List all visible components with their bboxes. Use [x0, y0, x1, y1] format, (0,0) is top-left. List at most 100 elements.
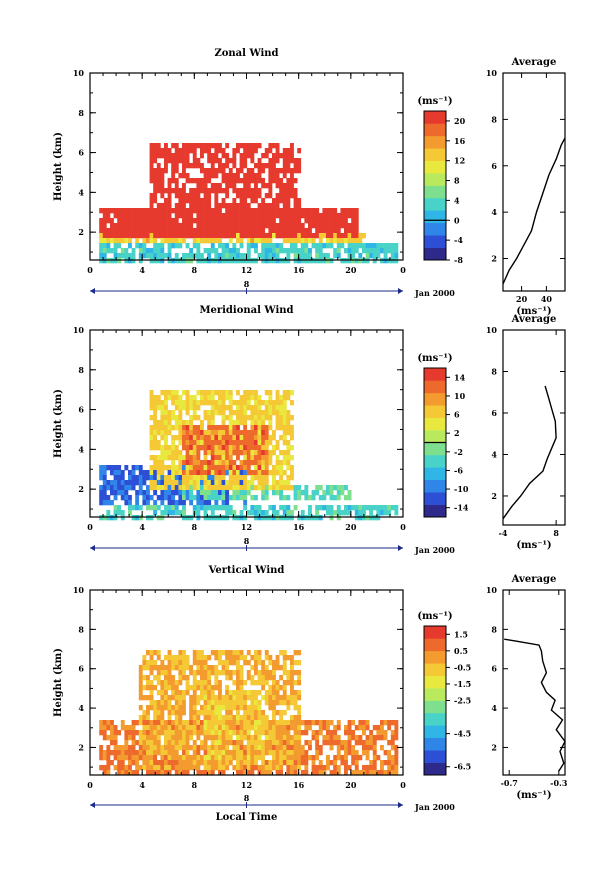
heatmap-cell [340, 238, 345, 244]
average-title: Average [511, 57, 557, 68]
heatmap-cell [99, 720, 104, 726]
heatmap-cell [135, 750, 140, 756]
average-x-tick-label: -0.3 [550, 778, 568, 788]
heatmap-cell [232, 203, 237, 209]
heatmap-cell [178, 410, 183, 416]
heatmap-cell [138, 665, 143, 671]
heatmap-cell [225, 153, 230, 159]
heatmap-cell [239, 243, 244, 249]
heatmap-cell [196, 455, 201, 461]
heatmap-cell [261, 680, 266, 686]
heatmap-cell [146, 213, 150, 219]
heatmap-cell [239, 670, 244, 676]
heatmap-cell [275, 168, 280, 174]
heatmap-cell [358, 770, 363, 776]
heatmap-cell [387, 755, 392, 761]
heatmap-cell [297, 148, 302, 154]
heatmap-cell [225, 495, 230, 501]
heatmap-cell [153, 710, 158, 716]
heatmap-cell [214, 203, 219, 209]
heatmap-cell [167, 770, 172, 776]
heatmap-cell [153, 505, 158, 511]
heatmap-cell [243, 430, 248, 436]
heatmap-cell [257, 405, 262, 411]
heatmap-cell [117, 238, 122, 244]
heatmap-cell [239, 153, 244, 159]
heatmap-cell [138, 505, 143, 511]
heatmap-cell [225, 685, 230, 691]
heatmap-cell [138, 248, 143, 254]
y-tick-label: 4 [78, 444, 84, 454]
heatmap-cell [250, 440, 255, 446]
heatmap-cell [200, 500, 204, 506]
heatmap-cell [153, 665, 158, 671]
heatmap-cell [221, 435, 226, 441]
heatmap-cell [236, 740, 240, 746]
heatmap-cell [236, 188, 240, 194]
heatmap-cell [167, 755, 172, 761]
heatmap-cell [185, 218, 190, 224]
heatmap-cell [167, 253, 172, 259]
heatmap-cell [329, 760, 334, 766]
heatmap-cell [336, 253, 341, 259]
heatmap-cell [261, 490, 266, 496]
colorbar-segment [424, 737, 446, 751]
heatmap-cell [131, 485, 136, 491]
heatmap-cell [232, 148, 237, 154]
heatmap-cell [221, 445, 226, 451]
heatmap-cell [99, 233, 104, 239]
heatmap-cell [390, 770, 395, 776]
heatmap-cell [113, 258, 118, 264]
heatmap-cell [286, 258, 291, 264]
heatmap-cell [243, 445, 248, 451]
heatmap-cell [174, 213, 179, 219]
heatmap-cell [110, 485, 114, 491]
heatmap-cell [110, 208, 114, 214]
heatmap-cell [174, 178, 179, 184]
heatmap-cell [315, 223, 320, 229]
heatmap-cell [221, 460, 226, 466]
heatmap-cell [160, 228, 165, 234]
heatmap-cell [286, 218, 291, 224]
heatmap-cell [279, 213, 284, 219]
heatmap-cell [243, 390, 248, 396]
heatmap-cell [290, 193, 294, 199]
heatmap-cell [228, 750, 233, 756]
heatmap-cell [164, 735, 168, 741]
heatmap-cell [149, 218, 154, 224]
heatmap-cell [138, 213, 143, 219]
heatmap-cell [261, 238, 266, 244]
heatmap-cell [146, 765, 150, 771]
heatmap-cell [232, 730, 237, 736]
heatmap-cell [160, 203, 165, 209]
heatmap-cell [250, 233, 255, 239]
heatmap-cell [124, 233, 129, 239]
heatmap-cell [149, 238, 154, 244]
heatmap-cell [196, 670, 201, 676]
heatmap-cell [200, 233, 204, 239]
heatmap-cell [131, 725, 136, 731]
heatmap-cell [257, 208, 262, 214]
heatmap-cell [300, 223, 305, 229]
heatmap-cell [290, 455, 294, 461]
heatmap-cell [153, 715, 158, 721]
heatmap-cell [243, 755, 248, 761]
heatmap-cell [207, 248, 212, 254]
heatmap-cell [275, 148, 280, 154]
heatmap-cell [149, 253, 154, 259]
heatmap-cell [225, 760, 230, 766]
heatmap-cell [365, 750, 370, 756]
heatmap-cell [246, 208, 251, 214]
x-axis-label: Local Time [216, 812, 278, 823]
heatmap-cell [246, 223, 251, 229]
heatmap-cell [113, 505, 118, 511]
heatmap-cell [318, 760, 323, 766]
heatmap-cell [246, 415, 251, 421]
heatmap-cell [228, 650, 233, 656]
heatmap-cell [182, 495, 186, 501]
heatmap-cell [232, 153, 237, 159]
heatmap-cell [362, 233, 366, 239]
heatmap-cell [214, 400, 219, 406]
heatmap-cell [200, 203, 204, 209]
heatmap-cell [131, 480, 136, 486]
